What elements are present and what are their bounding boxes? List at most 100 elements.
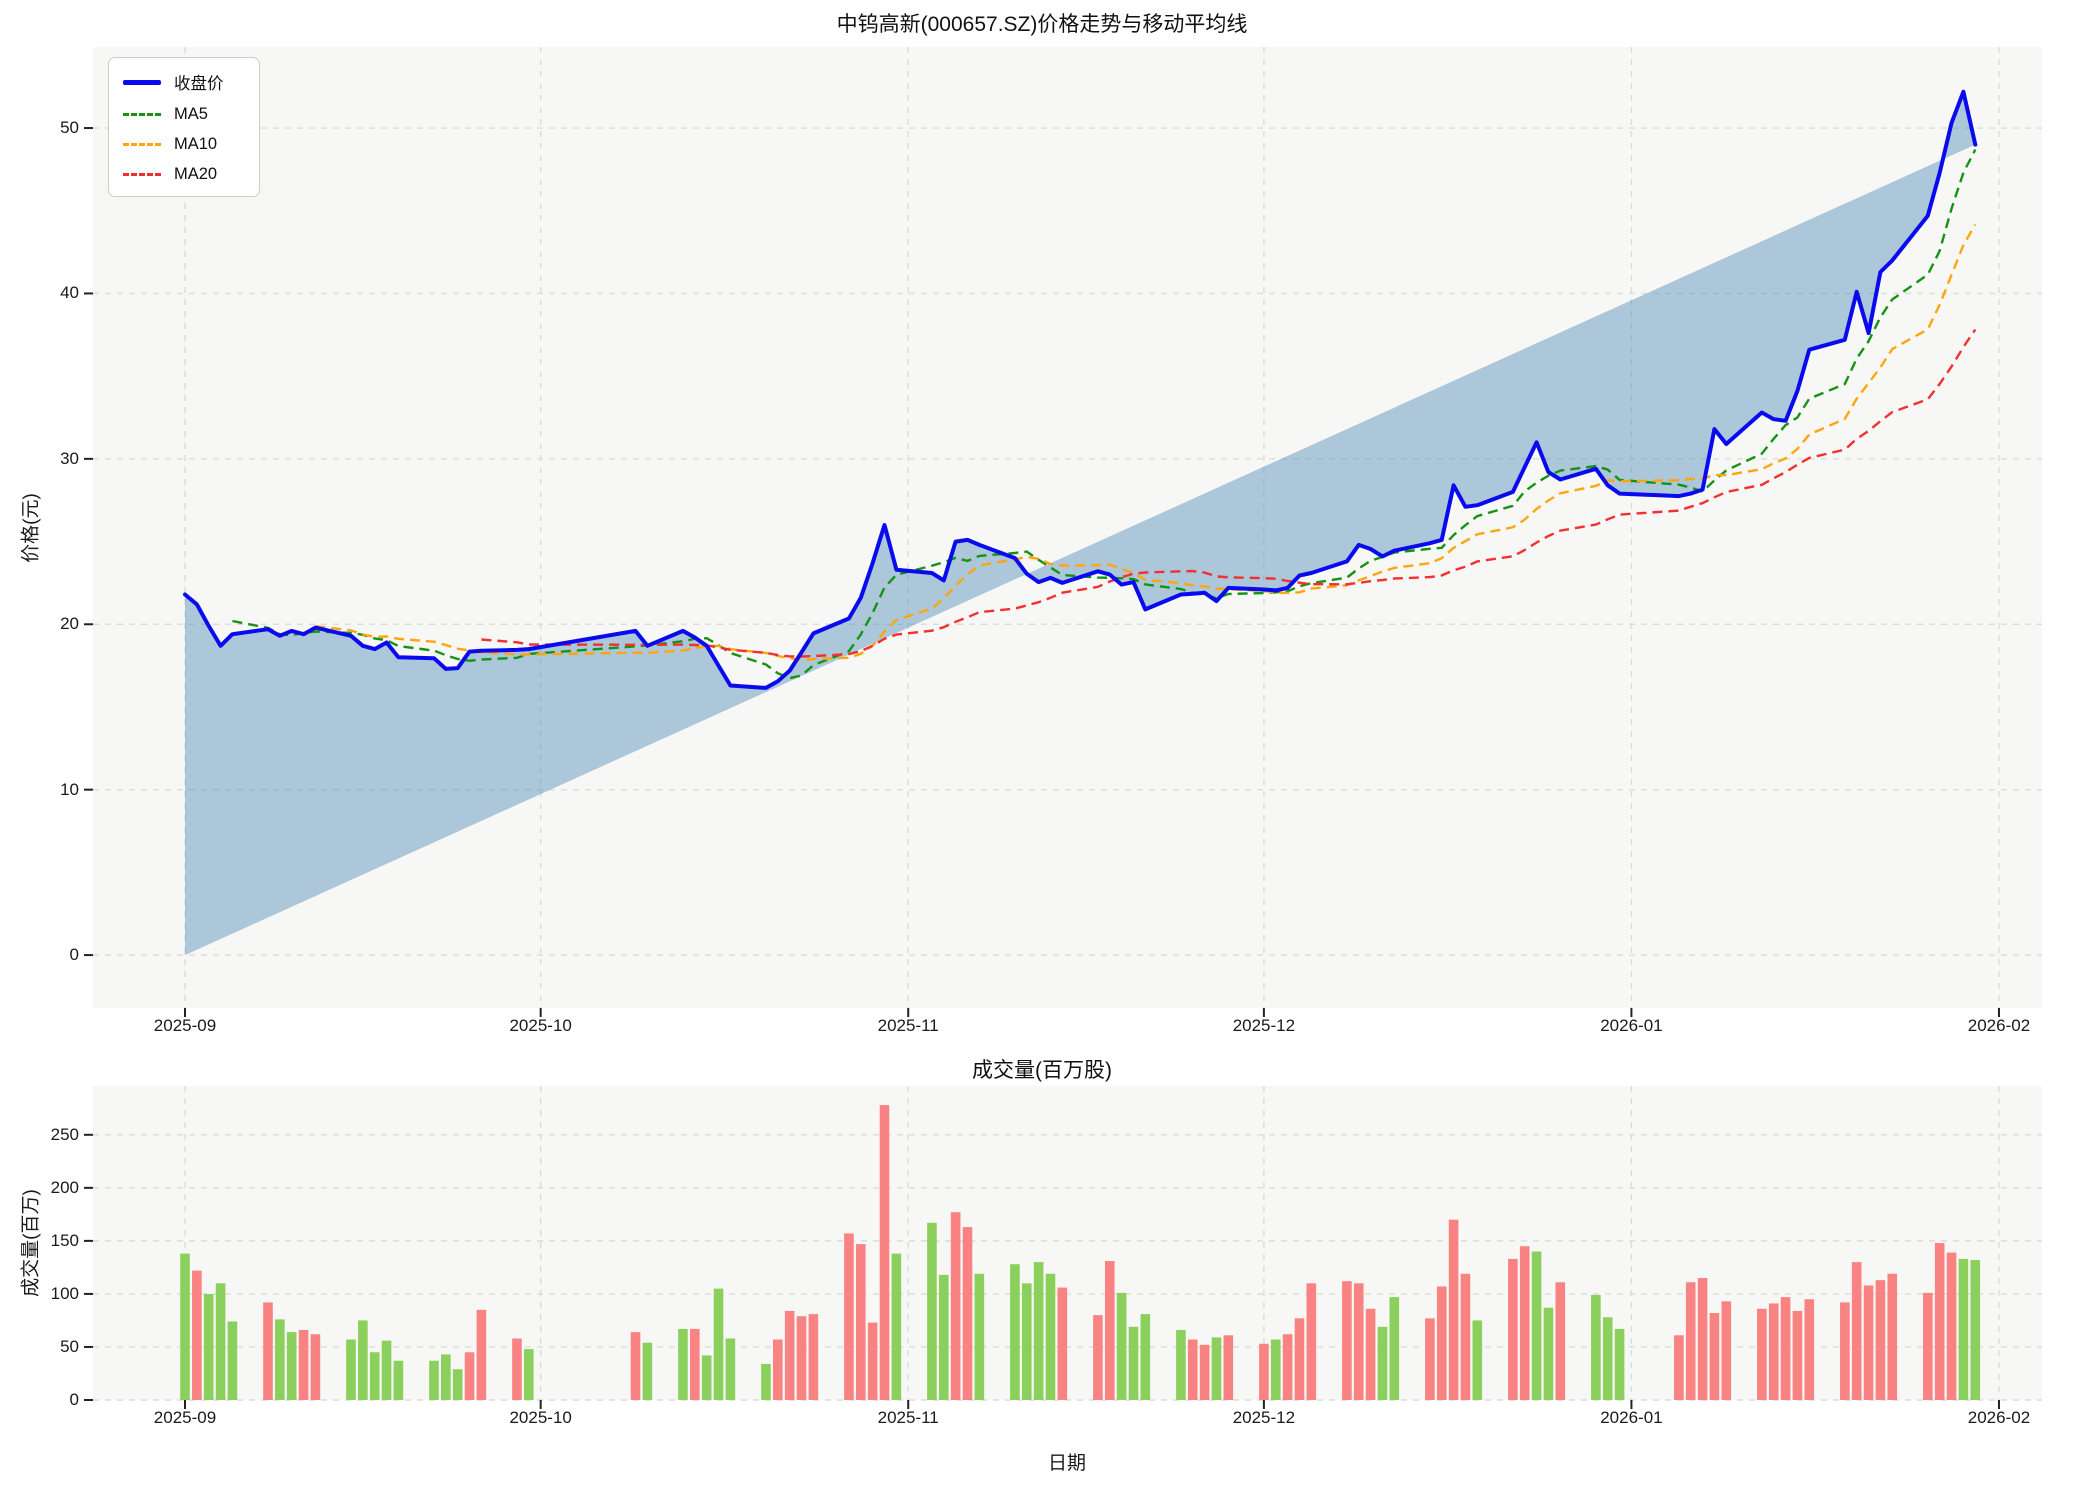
volume-bar	[950, 1212, 961, 1400]
volume-bar	[429, 1360, 439, 1400]
volume-bar	[180, 1253, 190, 1400]
volume-bar	[891, 1253, 902, 1400]
volume-bar	[310, 1334, 321, 1400]
legend-label: MA20	[174, 165, 218, 183]
volume-bar	[1425, 1318, 1435, 1400]
volume-bar	[1460, 1273, 1471, 1400]
volume-y-tick-label: 150	[50, 1230, 79, 1250]
price-y-tick-label: 50	[60, 118, 79, 138]
volume-bar	[725, 1338, 736, 1400]
volume-bar	[1851, 1262, 1862, 1400]
ma10-line	[315, 223, 1977, 662]
volume-bar	[974, 1273, 985, 1400]
volume-bar	[1140, 1314, 1151, 1400]
volume-bar	[1128, 1326, 1139, 1400]
volume-bar	[215, 1283, 226, 1400]
price-y-tick-label: 40	[60, 283, 79, 303]
volume-bar	[678, 1328, 688, 1400]
volume-bar	[630, 1332, 641, 1400]
legend-item-ma5: MA5	[123, 105, 245, 124]
volume-bar	[1863, 1285, 1874, 1400]
volume-bar	[358, 1320, 368, 1400]
volume-bar	[1306, 1283, 1317, 1400]
volume-bar	[773, 1339, 783, 1400]
volume-bar	[1093, 1315, 1103, 1400]
volume-x-tick-label: 2026-02	[1967, 1408, 2031, 1427]
ma5-line	[232, 149, 1977, 680]
price-y-tick-label: 20	[60, 614, 79, 634]
volume-bar	[1365, 1308, 1376, 1400]
volume-chart-title: 成交量(百万股)	[972, 1059, 1112, 1082]
volume-bar	[203, 1293, 214, 1400]
volume-bar	[1508, 1258, 1518, 1400]
volume-bar	[1436, 1286, 1447, 1400]
legend-line-swatch	[123, 173, 161, 176]
volume-bar	[1840, 1302, 1850, 1400]
volume-bar	[784, 1310, 795, 1400]
volume-bar	[1448, 1219, 1459, 1400]
volume-bar	[452, 1369, 463, 1400]
volume-bar	[1282, 1334, 1293, 1400]
volume-bar	[808, 1314, 819, 1400]
volume-bar	[1923, 1292, 1933, 1400]
volume-bar	[1116, 1292, 1127, 1400]
volume-bar	[1685, 1282, 1696, 1400]
legend-line-swatch	[123, 143, 161, 146]
volume-bar	[1389, 1297, 1400, 1400]
volume-bar	[1199, 1344, 1210, 1400]
volume-bar	[855, 1244, 866, 1400]
volume-bar	[1697, 1278, 1708, 1400]
legend-item-ma20: MA20	[123, 165, 245, 184]
close-price-line	[183, 89, 1978, 690]
price-y-tick-label: 30	[60, 448, 79, 468]
volume-bar	[369, 1352, 380, 1400]
volume-bar	[1555, 1282, 1566, 1400]
volume-bar	[227, 1321, 238, 1400]
volume-bar	[1010, 1264, 1020, 1400]
volume-bar	[464, 1352, 475, 1400]
volume-bar	[1887, 1273, 1898, 1400]
volume-bar	[879, 1105, 890, 1400]
volume-bar	[1176, 1329, 1186, 1400]
volume-bar	[263, 1302, 273, 1400]
volume-bar	[286, 1332, 297, 1400]
volume-bar	[1259, 1343, 1269, 1400]
volume-bar	[938, 1274, 949, 1400]
volume-bar	[192, 1270, 202, 1400]
price-x-tick-label: 2026-01	[1600, 1016, 1663, 1035]
price-x-tick-label: 2025-12	[1232, 1016, 1296, 1035]
volume-bar	[524, 1349, 534, 1400]
volume-bar	[713, 1288, 724, 1400]
volume-bar	[1970, 1259, 1981, 1400]
price-plot-area	[93, 47, 2042, 1008]
volume-bar	[1045, 1273, 1056, 1400]
price-y-axis-label: 价格(元)	[20, 493, 42, 563]
volume-bar	[441, 1354, 451, 1400]
volume-bar	[1958, 1258, 1969, 1400]
volume-bar	[381, 1340, 392, 1400]
close-price-area-fill	[185, 91, 1976, 956]
volume-bar	[761, 1363, 771, 1400]
volume-bar	[1472, 1320, 1483, 1400]
volume-bar	[1543, 1307, 1554, 1400]
volume-y-tick-label: 0	[69, 1390, 79, 1409]
ma20-line	[481, 328, 1977, 658]
volume-bar	[1033, 1262, 1044, 1400]
volume-bar	[796, 1316, 807, 1400]
volume-x-tick-label: 2025-12	[1232, 1408, 1296, 1427]
volume-y-tick-label: 50	[60, 1336, 79, 1356]
volume-bar	[1057, 1287, 1068, 1400]
legend-label: MA5	[174, 105, 208, 123]
volume-x-tick-label: 2025-11	[877, 1408, 939, 1427]
volume-bar	[393, 1360, 404, 1400]
volume-bar	[867, 1322, 878, 1400]
volume-bar	[927, 1222, 937, 1400]
price-x-tick-label: 2025-09	[153, 1016, 217, 1035]
volume-bar	[1104, 1261, 1115, 1400]
volume-bar	[844, 1233, 854, 1400]
volume-bar	[1591, 1294, 1601, 1400]
volume-bar	[1223, 1335, 1234, 1400]
volume-bar	[1270, 1339, 1281, 1400]
volume-bar	[1768, 1303, 1779, 1400]
volume-bar	[1875, 1280, 1886, 1400]
